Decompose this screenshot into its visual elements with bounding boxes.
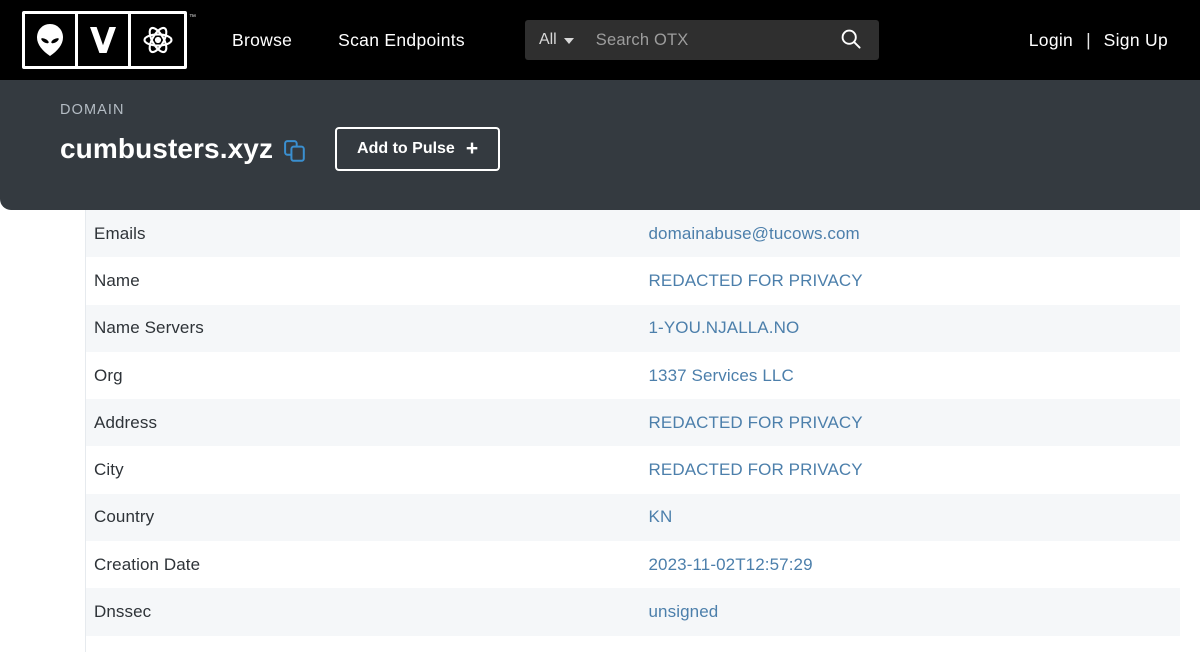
row-value[interactable]: KN bbox=[648, 507, 673, 527]
row-value[interactable]: 1-YOU.NJALLA.NO bbox=[648, 318, 800, 338]
table-row: Emails domainabuse@tucows.com bbox=[85, 210, 1180, 258]
row-value[interactable]: REDACTED FOR PRIVACY bbox=[648, 270, 863, 290]
search-icon bbox=[839, 27, 863, 54]
search-submit-button[interactable] bbox=[829, 27, 873, 54]
row-value[interactable]: unsigned bbox=[648, 602, 719, 622]
row-key: Name bbox=[85, 257, 641, 305]
indicator-title-row: cumbusters.xyz Add to Pulse + bbox=[60, 127, 1200, 171]
row-value[interactable]: REDACTED FOR PRIVACY bbox=[648, 460, 863, 480]
top-navbar: ™ Browse Scan Endpoints All Login | Sign… bbox=[0, 0, 1200, 80]
signup-link[interactable]: Sign Up bbox=[1103, 29, 1168, 50]
copy-icon[interactable] bbox=[284, 140, 305, 162]
row-key: Org bbox=[85, 351, 641, 400]
row-value[interactable]: REDACTED FOR PRIVACY bbox=[648, 412, 863, 432]
whois-section: Emails domainabuse@tucows.com Name REDAC… bbox=[0, 210, 1200, 652]
trademark-symbol: ™ bbox=[189, 14, 196, 21]
row-key: Name Servers bbox=[85, 304, 641, 352]
row-value[interactable]: 1337 Services LLC bbox=[648, 365, 794, 385]
row-key: Domain Name bbox=[85, 635, 641, 652]
search-scope-dropdown[interactable]: All bbox=[539, 31, 574, 49]
search-scope-label: All bbox=[538, 31, 557, 48]
row-value[interactable]: CUMBUSTERS.XYZ bbox=[641, 636, 1180, 652]
indicator-type-label: DOMAIN bbox=[60, 102, 125, 118]
nav-link-scan-endpoints[interactable]: Scan Endpoints bbox=[338, 29, 465, 50]
letter-v-icon bbox=[78, 14, 131, 66]
auth-separator: | bbox=[1086, 29, 1091, 50]
otx-logo[interactable]: ™ bbox=[22, 11, 196, 69]
alien-head-icon bbox=[25, 14, 78, 66]
auth-links: Login | Sign Up bbox=[1029, 30, 1178, 51]
row-key: Dnssec bbox=[85, 588, 641, 636]
page-title: cumbusters.xyz bbox=[60, 133, 274, 164]
table-row: Org 1337 Services LLC bbox=[85, 351, 1180, 400]
table-row: Name REDACTED FOR PRIVACY bbox=[85, 257, 1180, 305]
row-key: Country bbox=[85, 493, 641, 542]
row-key: Emails bbox=[85, 210, 641, 258]
row-value[interactable]: 2023-11-02T12:57:29 bbox=[648, 554, 813, 574]
logo-boxes bbox=[22, 11, 187, 69]
table-row: Country KN bbox=[85, 493, 1180, 542]
nav-link-browse[interactable]: Browse bbox=[232, 29, 293, 50]
search-input[interactable] bbox=[573, 29, 829, 51]
add-to-pulse-label: Add to Pulse bbox=[357, 140, 455, 157]
nav-links: Browse Scan Endpoints bbox=[232, 30, 511, 51]
table-row: Name Servers 1-YOU.NJALLA.NO bbox=[85, 304, 1180, 352]
atom-icon bbox=[131, 14, 184, 66]
whois-table-body: Emails domainabuse@tucows.com Name REDAC… bbox=[85, 210, 1180, 652]
login-link[interactable]: Login bbox=[1028, 29, 1074, 50]
plus-icon: + bbox=[465, 137, 479, 160]
row-value[interactable]: domainabuse@tucows.com bbox=[648, 223, 860, 243]
row-key: City bbox=[85, 446, 641, 494]
row-key: Creation Date bbox=[85, 541, 641, 589]
table-row: Domain Name CUMBUSTERS.XYZ bbox=[85, 635, 1180, 652]
table-row: City REDACTED FOR PRIVACY bbox=[85, 446, 1180, 494]
table-row: Address REDACTED FOR PRIVACY bbox=[85, 399, 1180, 447]
table-row: Dnssec unsigned bbox=[85, 588, 1180, 636]
whois-table: Emails domainabuse@tucows.com Name REDAC… bbox=[85, 210, 1180, 652]
search-bar[interactable]: All bbox=[524, 20, 879, 60]
row-key: Address bbox=[85, 399, 641, 447]
table-row: Creation Date 2023-11-02T12:57:29 bbox=[85, 541, 1180, 589]
chevron-down-icon bbox=[563, 38, 574, 44]
add-to-pulse-button[interactable]: Add to Pulse + bbox=[335, 127, 501, 171]
indicator-header: DOMAIN cumbusters.xyz Add to Pulse + bbox=[0, 80, 1200, 210]
